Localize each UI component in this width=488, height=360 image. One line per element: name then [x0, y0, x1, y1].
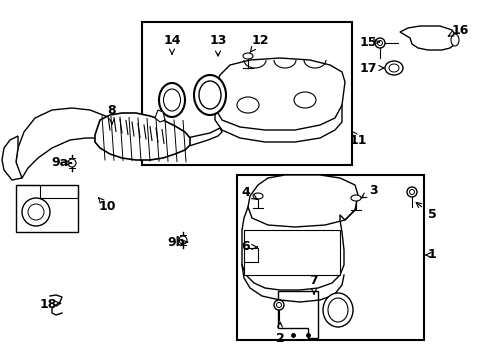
Text: 16: 16 — [447, 23, 468, 36]
Text: 14: 14 — [163, 33, 181, 54]
Polygon shape — [95, 113, 190, 160]
Text: 3: 3 — [361, 184, 378, 198]
Circle shape — [28, 204, 44, 220]
Polygon shape — [247, 175, 357, 227]
Ellipse shape — [163, 89, 180, 111]
Ellipse shape — [350, 195, 360, 201]
Ellipse shape — [327, 298, 347, 322]
Polygon shape — [16, 185, 78, 232]
Text: 9a: 9a — [51, 157, 71, 170]
Ellipse shape — [384, 61, 402, 75]
Text: 5: 5 — [415, 202, 435, 221]
Circle shape — [179, 236, 186, 244]
Text: 17: 17 — [359, 62, 383, 75]
Bar — [237, 175, 423, 340]
Polygon shape — [278, 291, 317, 338]
Text: 1: 1 — [424, 248, 435, 261]
Ellipse shape — [323, 293, 352, 327]
Text: 18: 18 — [39, 298, 61, 311]
Polygon shape — [215, 58, 345, 130]
Ellipse shape — [199, 81, 221, 109]
Ellipse shape — [293, 92, 315, 108]
Ellipse shape — [374, 38, 384, 48]
Text: 6: 6 — [241, 240, 257, 253]
Ellipse shape — [159, 83, 184, 117]
Text: 10: 10 — [98, 198, 116, 213]
Text: 15: 15 — [359, 36, 379, 49]
Ellipse shape — [388, 64, 398, 72]
Ellipse shape — [406, 187, 416, 197]
Ellipse shape — [276, 302, 281, 307]
Ellipse shape — [273, 300, 284, 310]
Ellipse shape — [237, 97, 259, 113]
Ellipse shape — [450, 34, 458, 46]
Text: 4: 4 — [241, 185, 257, 199]
Polygon shape — [2, 136, 22, 180]
Text: 2: 2 — [275, 322, 284, 345]
Ellipse shape — [243, 53, 252, 59]
Ellipse shape — [252, 193, 263, 199]
Ellipse shape — [408, 189, 414, 194]
Ellipse shape — [377, 40, 382, 45]
Text: 8: 8 — [107, 104, 116, 124]
Text: 12: 12 — [249, 33, 268, 53]
Polygon shape — [244, 230, 339, 275]
Circle shape — [68, 159, 76, 167]
Polygon shape — [155, 110, 164, 122]
Polygon shape — [16, 108, 222, 178]
Polygon shape — [399, 26, 455, 50]
Text: 13: 13 — [209, 33, 226, 56]
Circle shape — [22, 198, 50, 226]
Text: 11: 11 — [348, 131, 366, 147]
Ellipse shape — [194, 75, 225, 115]
Bar — [142, 22, 351, 165]
Text: 7: 7 — [309, 274, 318, 294]
Text: 9b: 9b — [167, 235, 187, 248]
